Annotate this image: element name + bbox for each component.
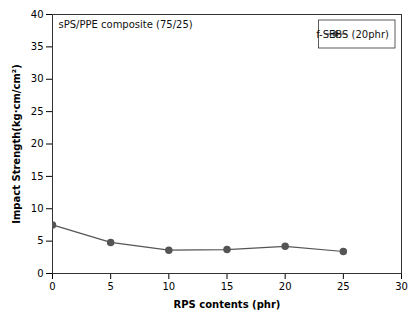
svg-text:30: 30 <box>395 281 408 292</box>
svg-text:10: 10 <box>162 281 175 292</box>
svg-text:35: 35 <box>31 41 44 52</box>
svg-text:5: 5 <box>107 281 113 292</box>
svg-text:20: 20 <box>279 281 292 292</box>
svg-text:15: 15 <box>31 171 44 182</box>
svg-text:15: 15 <box>221 281 234 292</box>
svg-text:40: 40 <box>31 9 44 20</box>
svg-text:10: 10 <box>31 203 44 214</box>
svg-text:25: 25 <box>31 106 44 117</box>
svg-text:5: 5 <box>37 235 43 246</box>
svg-text:25: 25 <box>337 281 350 292</box>
svg-text:RPS contents (phr): RPS contents (phr) <box>174 299 281 310</box>
svg-text:0: 0 <box>49 281 55 292</box>
svg-text:20: 20 <box>31 138 44 149</box>
svg-text:30: 30 <box>31 73 44 84</box>
svg-text:Impact Strength(kg·cm/cm²): Impact Strength(kg·cm/cm²) <box>11 64 22 224</box>
svg-text:sPS/PPE composite (75/25): sPS/PPE composite (75/25) <box>59 19 193 30</box>
svg-text:0: 0 <box>37 268 43 279</box>
svg-text:f-SEBS (20phr): f-SEBS (20phr) <box>316 29 389 40</box>
